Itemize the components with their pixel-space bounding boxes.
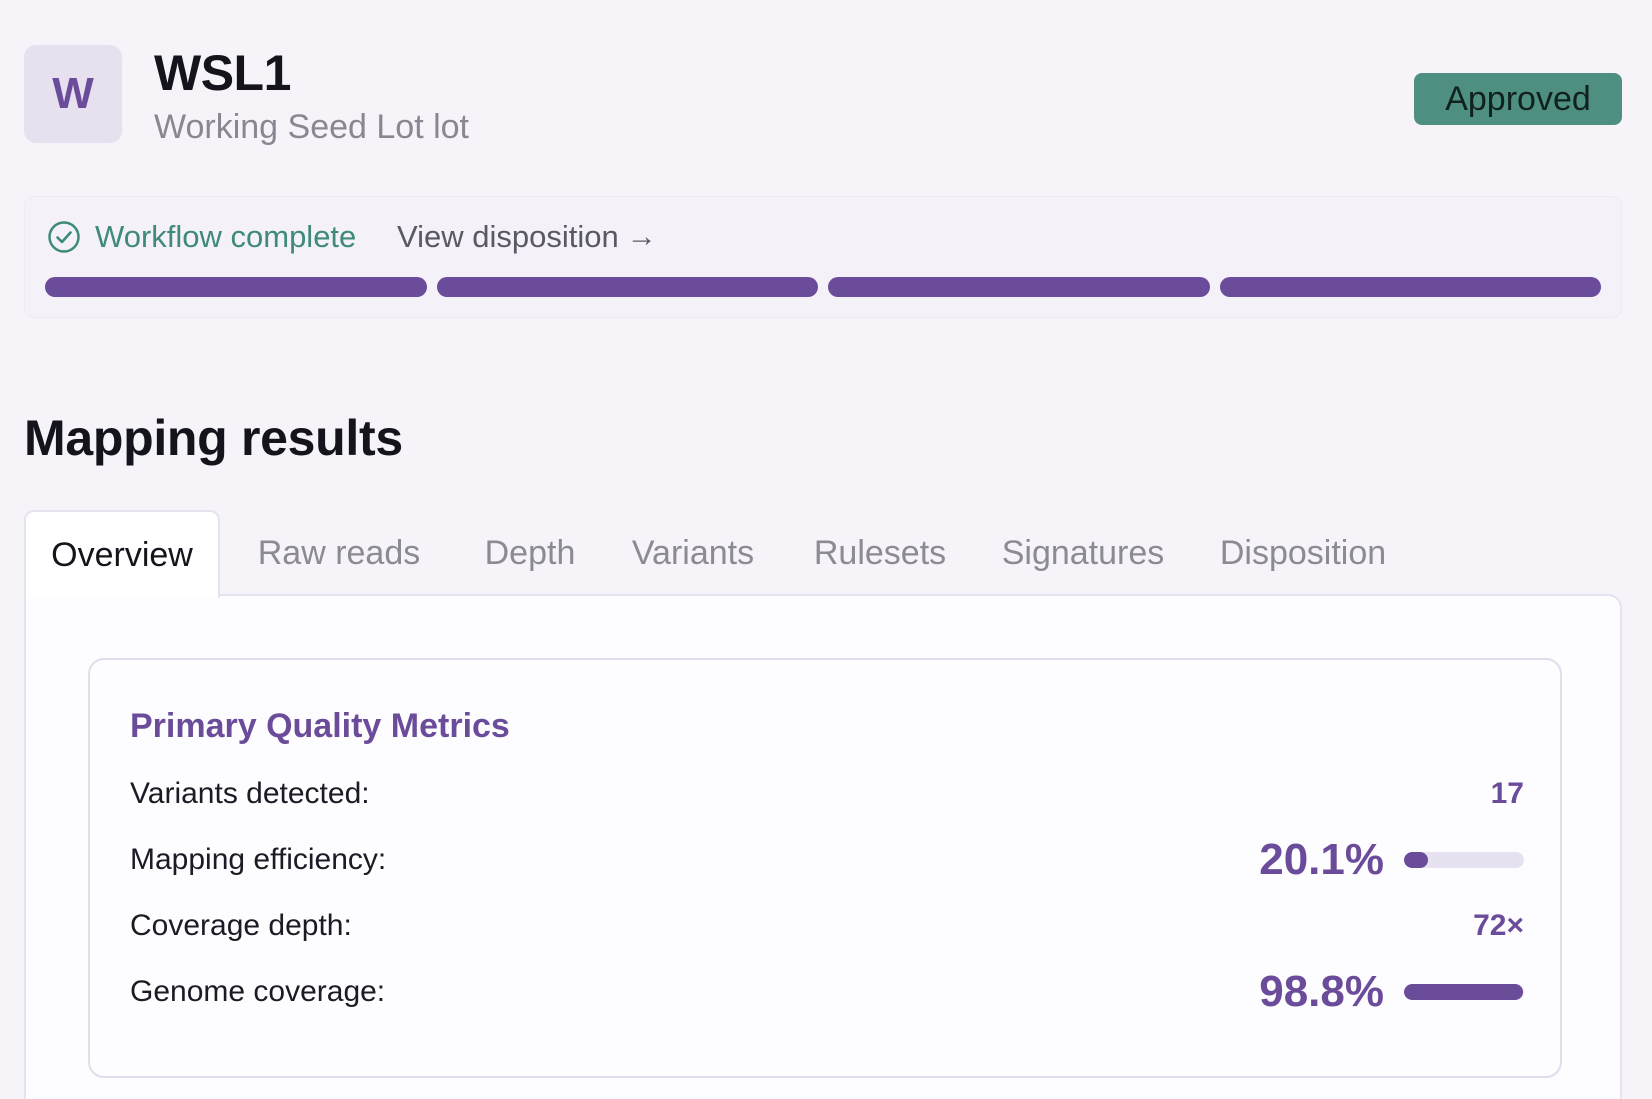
tab-overview[interactable]: Overview	[24, 510, 220, 598]
metric-value: 20.1%	[1259, 835, 1384, 884]
page-subtitle: Working Seed Lot lot	[154, 108, 469, 146]
tab-depth[interactable]: Depth	[484, 533, 576, 572]
metric-value: 98.8%	[1259, 967, 1384, 1016]
workflow-step-segment	[1219, 277, 1601, 297]
tab-disposition[interactable]: Disposition	[1219, 533, 1387, 572]
primary-quality-metrics-card: Primary Quality Metrics Variants detecte…	[88, 658, 1562, 1078]
avatar: W	[24, 45, 122, 143]
tab-raw-reads[interactable]: Raw reads	[257, 533, 421, 572]
metrics-title: Primary Quality Metrics	[130, 707, 510, 745]
metric-row-variants-detected: Variants detected: 17	[130, 764, 1524, 824]
view-disposition-label: View disposition	[397, 219, 619, 254]
bar-fill	[1404, 984, 1523, 1000]
workflow-card: Workflow complete View disposition →	[24, 196, 1622, 318]
workflow-progress	[45, 277, 1601, 297]
metric-value: 72×	[1473, 909, 1524, 942]
bar-fill	[1404, 852, 1429, 868]
workflow-step-segment	[45, 277, 427, 297]
workflow-step-segment	[828, 277, 1210, 297]
metric-row-mapping-efficiency: Mapping efficiency: 20.1%	[130, 830, 1524, 890]
check-circle-icon	[48, 221, 80, 253]
metric-value: 17	[1490, 777, 1524, 810]
metric-row-coverage-depth: Coverage depth: 72×	[130, 896, 1524, 956]
workflow-status: Workflow complete	[47, 217, 356, 257]
tab-panel-overview: Primary Quality Metrics Variants detecte…	[24, 594, 1622, 1099]
mapping-efficiency-bar	[1404, 852, 1524, 868]
status-badge: Approved	[1414, 73, 1622, 125]
workflow-step-segment	[436, 277, 818, 297]
page-title: WSL1	[154, 45, 291, 101]
metric-row-genome-coverage: Genome coverage: 98.8%	[130, 962, 1524, 1022]
lot-header: W WSL1 Working Seed Lot lot Approved	[24, 45, 1622, 146]
tab-variants[interactable]: Variants	[631, 533, 755, 572]
genome-coverage-bar	[1404, 984, 1524, 1000]
tab-signatures[interactable]: Signatures	[1001, 533, 1165, 572]
section-title: Mapping results	[24, 410, 403, 466]
workflow-status-label: Workflow complete	[95, 219, 357, 254]
tab-rulesets[interactable]: Rulesets	[813, 533, 947, 572]
view-disposition-link[interactable]: View disposition →	[397, 217, 657, 257]
metric-label: Variants detected:	[130, 777, 370, 810]
tab-bar: Overview Raw reads Depth Variants Rulese…	[24, 510, 1622, 598]
metric-label: Mapping efficiency:	[130, 843, 387, 876]
metric-label: Genome coverage:	[130, 975, 386, 1008]
metric-label: Coverage depth:	[130, 909, 352, 942]
arrow-right-icon: →	[626, 220, 657, 253]
